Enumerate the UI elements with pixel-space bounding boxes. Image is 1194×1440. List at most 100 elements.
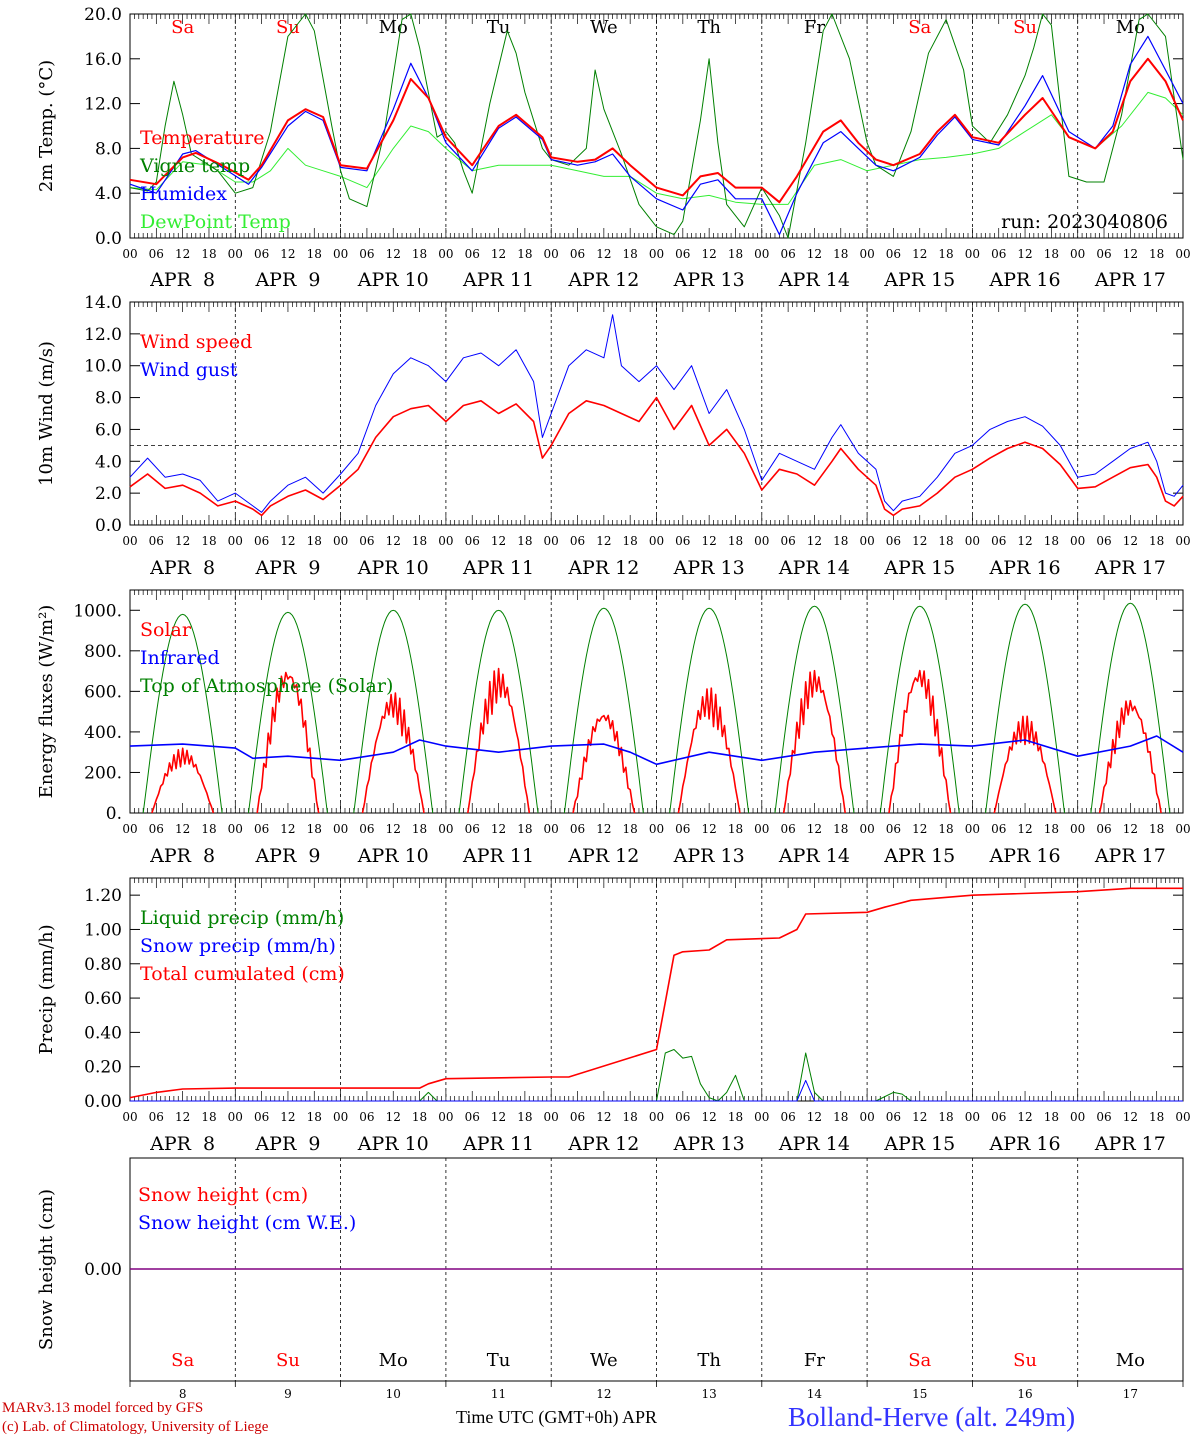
hour-tick-label: 00 xyxy=(1175,534,1190,548)
day-number-label: 16 xyxy=(1017,1387,1032,1401)
hour-tick-label: 18 xyxy=(938,1110,953,1124)
hour-tick-label: 00 xyxy=(438,534,453,548)
legend-entry: Solar xyxy=(140,619,192,641)
y-tick-label: 0.0 xyxy=(95,516,122,536)
date-label: APR 12 xyxy=(567,557,639,579)
toa-solar-line xyxy=(563,607,644,814)
hour-tick-label: 06 xyxy=(570,247,585,261)
date-label: APR 15 xyxy=(883,557,955,579)
hour-tick-label: 00 xyxy=(333,247,348,261)
hour-tick-label: 12 xyxy=(596,822,611,836)
weekday-label: Fr xyxy=(804,17,825,38)
toa-solar-line xyxy=(879,605,960,814)
hour-tick-label: 00 xyxy=(228,247,243,261)
legend-entry: Top of Atmosphere (Solar) xyxy=(140,675,393,697)
date-label: APR 14 xyxy=(778,269,850,291)
hour-tick-label: 18 xyxy=(833,247,848,261)
station-label: Bolland-Herve (alt. 249m) xyxy=(788,1402,1076,1432)
y-axis-label: Snow height (cm) xyxy=(36,1189,57,1350)
snow-precip-line xyxy=(130,1079,1183,1102)
hour-tick-label: 06 xyxy=(254,1110,269,1124)
hour-tick-label: 06 xyxy=(991,1110,1006,1124)
hour-tick-label: 06 xyxy=(886,534,901,548)
hour-tick-label: 18 xyxy=(517,822,532,836)
hour-tick-label: 00 xyxy=(649,247,664,261)
toa-solar-line xyxy=(458,609,539,814)
panel-frame xyxy=(129,301,1184,526)
hour-tick-label: 12 xyxy=(596,1110,611,1124)
date-label: APR 13 xyxy=(673,269,745,291)
hour-tick-label: 00 xyxy=(649,534,664,548)
hour-tick-label: 18 xyxy=(412,822,427,836)
hour-tick-label: 18 xyxy=(1044,822,1059,836)
hour-tick-label: 12 xyxy=(912,1110,927,1124)
weekday-label: Sa xyxy=(908,17,931,38)
hour-tick-label: 06 xyxy=(359,534,374,548)
date-label: APR 15 xyxy=(883,845,955,867)
date-label: APR 16 xyxy=(989,557,1061,579)
hour-tick-label: 18 xyxy=(517,247,532,261)
day-number-label: 17 xyxy=(1123,1387,1138,1401)
weekday-label: Sa xyxy=(908,1350,931,1371)
legend-entry: Total cumulated (cm) xyxy=(140,963,345,985)
date-label: APR 12 xyxy=(567,845,639,867)
hour-tick-label: 12 xyxy=(702,1110,717,1124)
weekday-label: Th xyxy=(697,17,721,38)
hour-tick-label: 18 xyxy=(938,822,953,836)
weekday-label: Sa xyxy=(171,17,194,38)
hour-tick-label: 18 xyxy=(1044,1110,1059,1124)
hour-tick-label: 00 xyxy=(754,822,769,836)
hour-tick-label: 00 xyxy=(1175,1110,1190,1124)
hour-tick-label: 06 xyxy=(780,822,795,836)
y-tick-label: 1.20 xyxy=(84,886,122,906)
hour-tick-label: 18 xyxy=(623,247,638,261)
hour-tick-label: 12 xyxy=(386,822,401,836)
hour-tick-label: 00 xyxy=(544,1110,559,1124)
date-label: APR 16 xyxy=(989,845,1061,867)
infrared-line xyxy=(129,735,1184,766)
solar-line xyxy=(467,667,531,814)
hour-tick-label: 18 xyxy=(412,247,427,261)
date-label: APR 12 xyxy=(567,1133,639,1155)
date-label: APR 9 xyxy=(254,269,320,291)
date-label: APR 17 xyxy=(1094,1133,1166,1155)
y-tick-label: 200. xyxy=(84,763,122,783)
hour-tick-label: 06 xyxy=(780,247,795,261)
solar-line xyxy=(888,669,952,814)
hour-tick-label: 18 xyxy=(412,534,427,548)
hour-tick-label: 06 xyxy=(886,247,901,261)
hour-tick-label: 18 xyxy=(728,1110,743,1124)
hour-tick-label: 00 xyxy=(544,534,559,548)
date-label: APR 17 xyxy=(1094,845,1166,867)
weekday-label: Su xyxy=(1013,17,1037,38)
y-tick-label: 0.20 xyxy=(84,1058,122,1078)
y-axis-label: Energy fluxes (W/m²) xyxy=(36,605,57,799)
day-number-label: 9 xyxy=(284,1387,292,1401)
hour-tick-label: 12 xyxy=(1123,247,1138,261)
hour-tick-label: 18 xyxy=(517,534,532,548)
legend-entry: Snow precip (mm/h) xyxy=(140,935,336,957)
hour-tick-label: 06 xyxy=(886,1110,901,1124)
solar-line xyxy=(572,714,636,814)
weekday-label: Fr xyxy=(804,1350,825,1371)
toa-solar-line xyxy=(353,609,434,814)
hour-tick-label: 12 xyxy=(386,534,401,548)
hour-tick-label: 06 xyxy=(359,247,374,261)
hour-tick-label: 12 xyxy=(702,534,717,548)
hour-tick-label: 18 xyxy=(623,822,638,836)
toa-solar-line xyxy=(142,613,223,814)
y-tick-label: 4.0 xyxy=(95,184,122,204)
hour-tick-label: 00 xyxy=(228,1110,243,1124)
legend-entry: Wind speed xyxy=(140,331,252,353)
hour-tick-label: 00 xyxy=(333,1110,348,1124)
hour-tick-label: 06 xyxy=(991,247,1006,261)
hour-tick-label: 18 xyxy=(938,247,953,261)
hour-tick-label: 12 xyxy=(491,534,506,548)
y-tick-label: 20.0 xyxy=(84,5,122,25)
wind-gust-line xyxy=(129,314,1184,513)
day-number-label: 11 xyxy=(491,1387,506,1401)
y-tick-label: 0.80 xyxy=(84,955,122,975)
hour-tick-label: 00 xyxy=(859,1110,874,1124)
hour-tick-label: 18 xyxy=(1044,247,1059,261)
hour-tick-label: 18 xyxy=(307,1110,322,1124)
